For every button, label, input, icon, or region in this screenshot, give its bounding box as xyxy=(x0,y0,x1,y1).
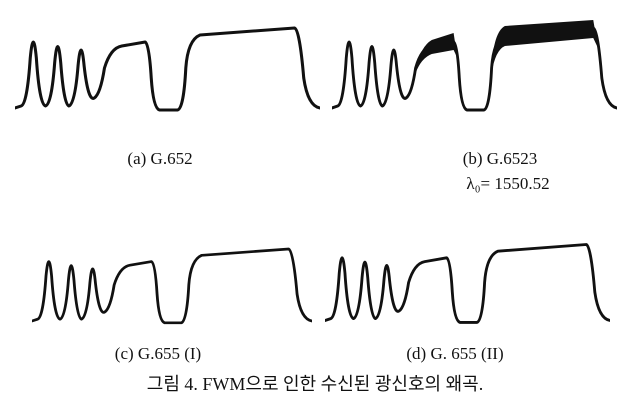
waveform-c xyxy=(32,247,312,325)
waveform-a xyxy=(15,26,320,112)
waveform-d xyxy=(325,243,610,324)
panel-label: (b) G.6523 xyxy=(463,149,538,168)
panel-label: (d) G. 655 (II) xyxy=(406,344,503,363)
figure-caption: 그림 4. FWM으로 인한 수신된 광신호의 왜곡. xyxy=(147,374,483,394)
waveform-b xyxy=(332,20,617,112)
panel-label: (a) G.652 xyxy=(127,149,192,168)
panel-note: λ₀= 1550.52 xyxy=(466,174,549,193)
panel-label: (c) G.655 (I) xyxy=(115,344,201,363)
